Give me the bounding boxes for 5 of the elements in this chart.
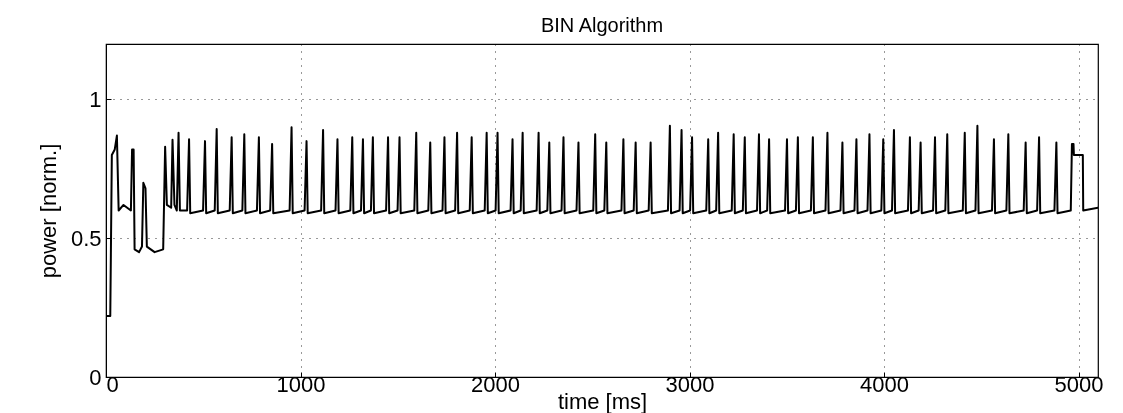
y-tick-label: 0.5 [70, 225, 102, 251]
x-axis-title: time [ms] [557, 388, 648, 413]
y-tick-label: 1 [89, 87, 102, 112]
chart-title: BIN Algorithm [540, 14, 664, 36]
y-axis-title: power [norm.] [35, 143, 61, 279]
